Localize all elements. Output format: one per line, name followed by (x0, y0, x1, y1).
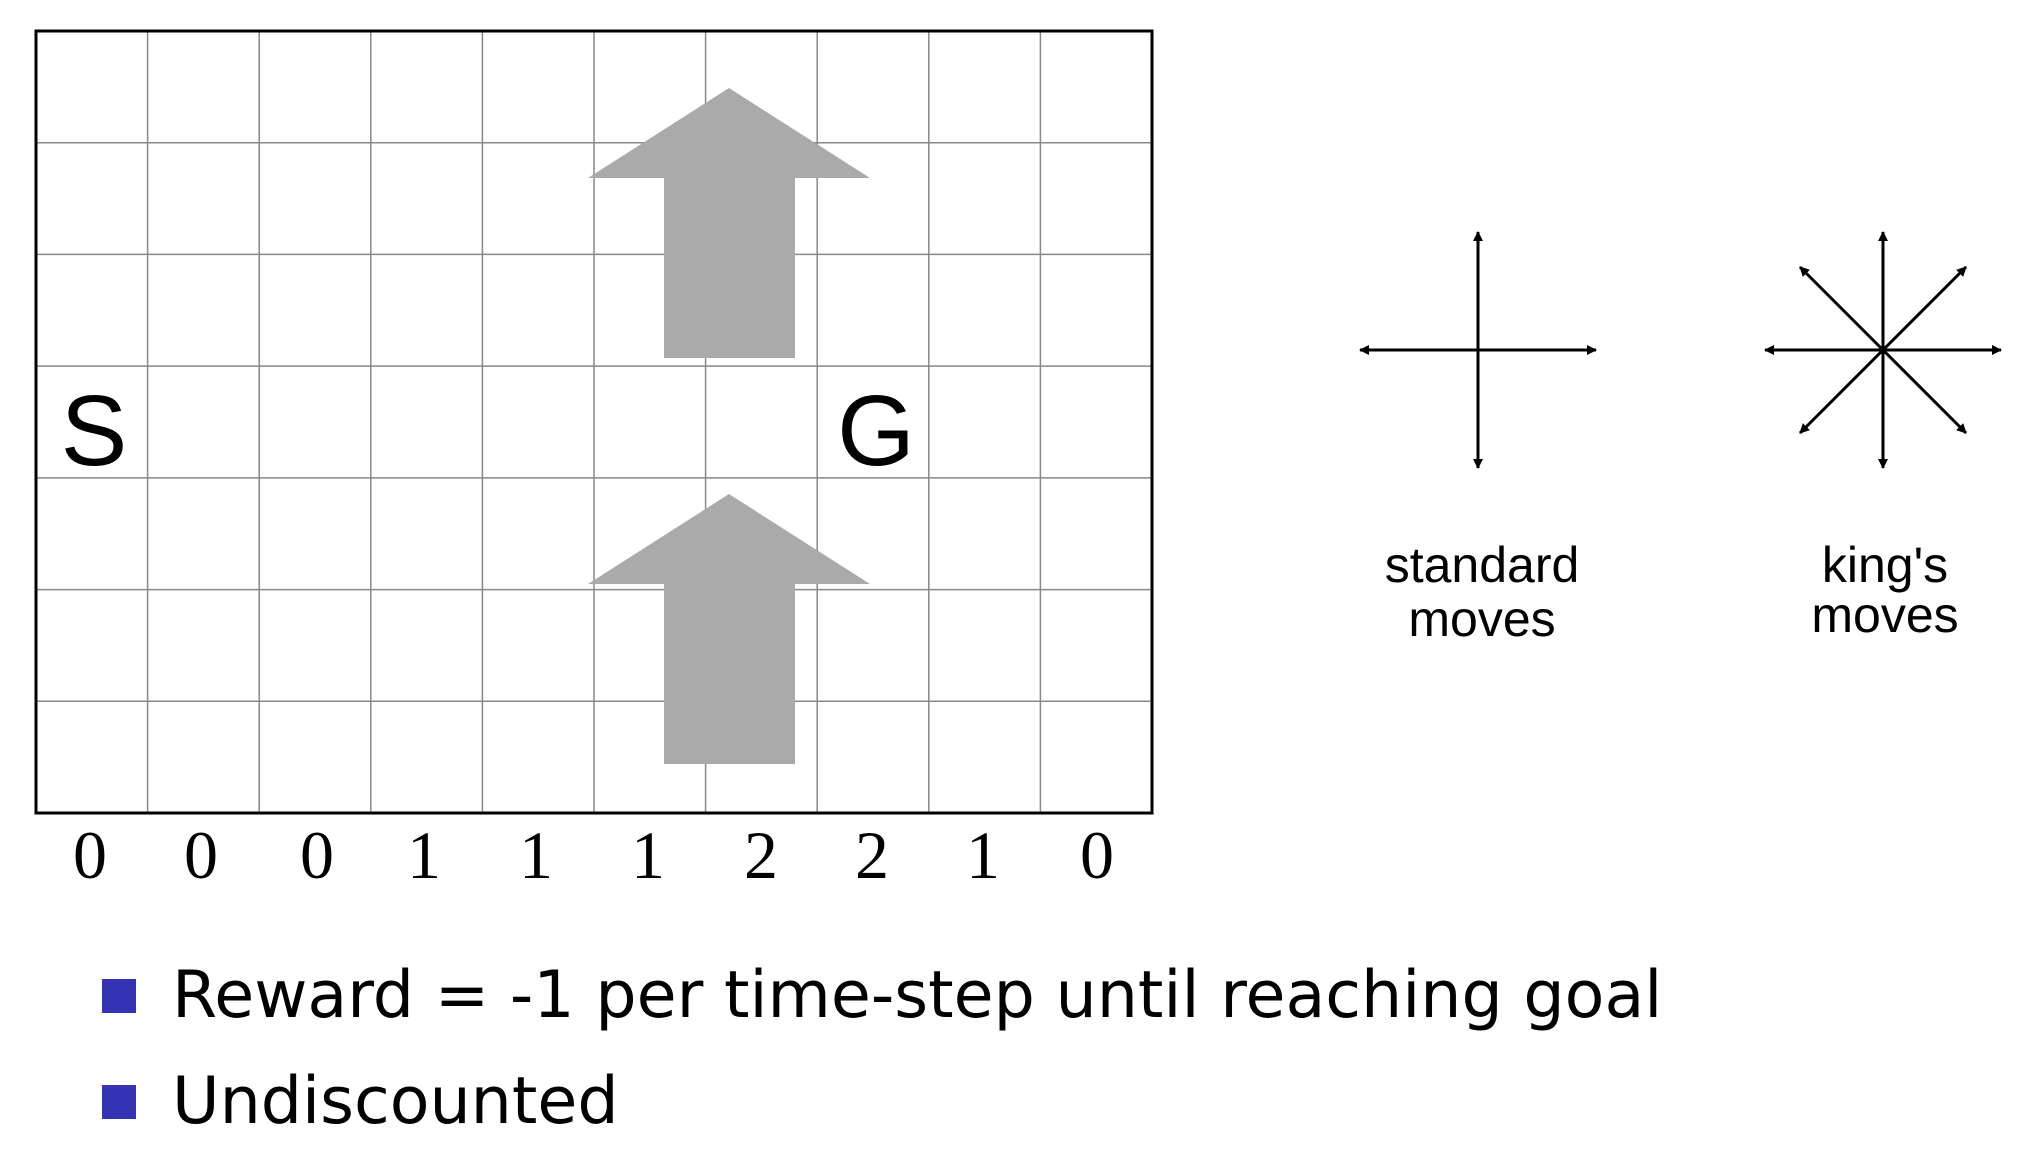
wind-strength-label: 1 (631, 817, 665, 893)
four-way-arrows-icon (1359, 231, 1597, 469)
wind-strength-label: 1 (519, 817, 553, 893)
wind-strength-label: 2 (855, 817, 889, 893)
wind-strength-label: 2 (744, 817, 778, 893)
grid-border (34, 29, 1154, 815)
wind-strength-label: 1 (966, 817, 1000, 893)
grid-lines (36, 31, 1152, 813)
bullet-item-undiscounted: Undiscounted (102, 1064, 619, 1139)
bullet-square-icon (102, 978, 136, 1013)
bullet-square-icon (102, 1084, 136, 1119)
standard-moves-label-line1: standard (1385, 537, 1580, 593)
up-arrow-icon (588, 88, 870, 358)
windy-gridworld-figure: S G 0 0 0 1 1 1 2 2 1 0 standard moves k… (34, 29, 2002, 893)
standard-moves-label-line2: moves (1408, 591, 1555, 647)
bullet-item-reward: Reward = -1 per time-step until reaching… (102, 958, 1662, 1033)
wind-strength-label: 0 (184, 817, 218, 893)
wind-strength-label: 0 (1080, 817, 1114, 893)
up-arrow-icon (588, 494, 870, 764)
eight-way-arrows-icon (1764, 231, 2002, 469)
bullet-text: Reward = -1 per time-step until reaching… (172, 958, 1663, 1033)
goal-label: G (837, 375, 915, 487)
bullet-text: Undiscounted (172, 1064, 619, 1139)
kings-moves-label-line2: moves (1811, 587, 1958, 643)
kings-moves-label-line1: king's (1822, 537, 1948, 593)
wind-strength-label: 0 (300, 817, 334, 893)
start-label: S (61, 375, 128, 487)
wind-strength-row: 0 0 0 1 1 1 2 2 1 0 (73, 817, 1114, 893)
wind-strength-label: 0 (73, 817, 107, 893)
wind-strength-label: 1 (407, 817, 441, 893)
